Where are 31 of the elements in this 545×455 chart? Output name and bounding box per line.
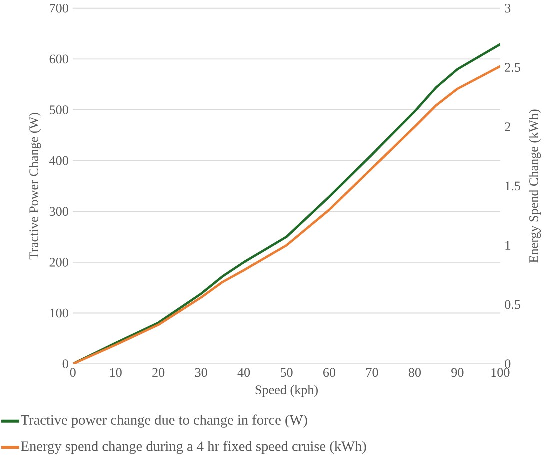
x-tick-label: 0 — [70, 368, 76, 377]
x-tick-label: 70 — [366, 368, 378, 377]
x-tick-label: 40 — [238, 368, 250, 377]
y-tick-label: 200 — [50, 258, 68, 267]
y-tick-label: 700 — [50, 4, 68, 13]
y2-tick-label: 2.5 — [505, 63, 520, 72]
y2-tick-label: 0.5 — [505, 300, 520, 310]
x-tick-label: 90 — [452, 368, 464, 377]
y-tick-label: 500 — [50, 105, 68, 114]
y2-tick-label: 1.5 — [506, 182, 520, 190]
y-tick-label: 100 — [50, 308, 68, 318]
legend-label: Tractive power change due to change in force (W) — [21, 414, 308, 428]
legend-label: Energy spend change during a 4 hr fixed speed cruise (kWh) — [21, 440, 366, 454]
y-tick-label: 600 — [50, 54, 68, 64]
y-tick-label: 0 — [62, 359, 68, 368]
y2-axis-title: Energy Spend Change (kWh) — [529, 110, 542, 263]
x-tick-label: 50 — [280, 368, 293, 377]
x-tick-label: 60 — [324, 368, 336, 377]
y-tick-label: 400 — [50, 156, 68, 166]
y2-tick-label: 2 — [505, 122, 510, 132]
x-tick-label: 30 — [195, 368, 208, 377]
x-axis-title: Speed (kph) — [256, 385, 318, 397]
y-tick-label: 300 — [50, 207, 68, 216]
x-tick-label: 10 — [110, 368, 122, 377]
y-axis-title: Tractive Power Change (W) — [29, 112, 42, 260]
y2-tick-label: 1 — [506, 240, 510, 250]
x-tick-label: 20 — [152, 368, 165, 377]
y2-tick-label: 0 — [505, 359, 511, 368]
y2-tick-label: 3 — [505, 4, 511, 13]
x-tick-label: 80 — [408, 368, 422, 377]
x-tick-label: 100 — [492, 368, 510, 377]
